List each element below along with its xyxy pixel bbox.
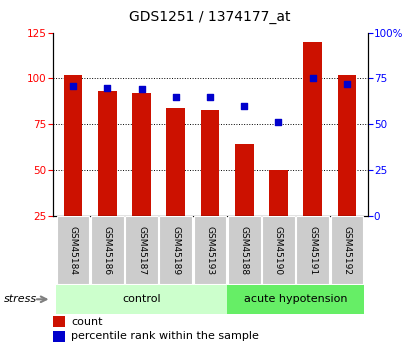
Text: GDS1251 / 1374177_at: GDS1251 / 1374177_at bbox=[129, 10, 291, 24]
Bar bbox=[235, 144, 254, 262]
Bar bbox=[194, 216, 226, 284]
Bar bbox=[166, 108, 185, 262]
Point bbox=[241, 103, 248, 109]
Text: GSM45189: GSM45189 bbox=[171, 226, 180, 275]
Bar bbox=[331, 216, 363, 284]
Bar bbox=[296, 216, 329, 284]
Bar bbox=[132, 93, 151, 262]
Point bbox=[172, 94, 179, 99]
Text: GSM45186: GSM45186 bbox=[103, 226, 112, 275]
Text: GSM45184: GSM45184 bbox=[68, 226, 78, 275]
Bar bbox=[262, 216, 295, 284]
Bar bbox=[98, 91, 117, 262]
Point bbox=[104, 85, 110, 90]
Text: GSM45193: GSM45193 bbox=[205, 226, 215, 275]
Bar bbox=[303, 42, 322, 262]
Text: GSM45192: GSM45192 bbox=[342, 226, 352, 275]
Bar bbox=[338, 75, 357, 262]
Bar bbox=[52, 331, 65, 342]
Text: count: count bbox=[71, 317, 103, 327]
Bar bbox=[125, 216, 158, 284]
Point bbox=[275, 120, 282, 125]
Point bbox=[310, 76, 316, 81]
Bar bbox=[227, 285, 364, 314]
Point bbox=[344, 81, 350, 87]
Bar bbox=[57, 216, 89, 284]
Text: GSM45190: GSM45190 bbox=[274, 226, 283, 275]
Bar bbox=[228, 216, 261, 284]
Text: GSM45187: GSM45187 bbox=[137, 226, 146, 275]
Bar bbox=[63, 75, 82, 262]
Text: percentile rank within the sample: percentile rank within the sample bbox=[71, 331, 259, 341]
Point bbox=[207, 94, 213, 99]
Bar bbox=[269, 170, 288, 262]
Text: stress: stress bbox=[4, 294, 37, 304]
Text: acute hypotension: acute hypotension bbox=[244, 294, 347, 304]
Text: GSM45188: GSM45188 bbox=[240, 226, 249, 275]
Point bbox=[70, 83, 76, 89]
Bar bbox=[201, 110, 219, 262]
Text: GSM45191: GSM45191 bbox=[308, 226, 317, 275]
Point bbox=[138, 87, 145, 92]
Bar bbox=[52, 316, 65, 327]
Text: control: control bbox=[122, 294, 161, 304]
Bar bbox=[159, 216, 192, 284]
Bar bbox=[56, 285, 227, 314]
Bar bbox=[91, 216, 124, 284]
